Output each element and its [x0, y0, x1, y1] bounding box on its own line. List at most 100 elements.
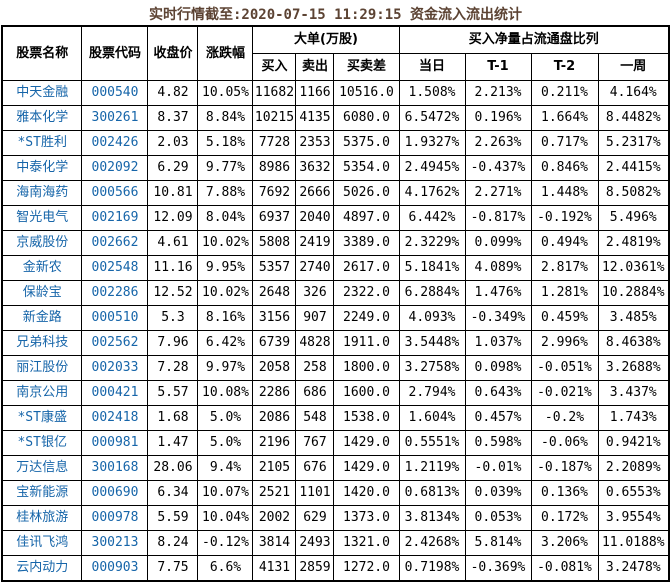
net-ratio-week-cell: 2.4415% — [597, 155, 670, 181]
net-ratio-t2-cell: -0.081% — [530, 555, 599, 582]
buy-volume-cell: 2196 — [252, 430, 297, 456]
stock-code-cell[interactable]: 002286 — [81, 280, 149, 306]
net-ratio-t1-cell: 2.263% — [464, 130, 532, 156]
sell-volume-cell: 2353 — [295, 130, 335, 156]
stock-name-cell[interactable]: 智光电气 — [1, 205, 83, 231]
change-percent-cell: 5.18% — [197, 130, 254, 156]
net-ratio-week-cell: 10.2884% — [597, 280, 670, 306]
stock-name-cell[interactable]: 京威股份 — [1, 230, 83, 256]
buy-sell-diff-cell: 1911.0 — [333, 330, 400, 356]
net-ratio-t2-cell: -0.051% — [530, 355, 599, 381]
stock-code-cell[interactable]: 000510 — [81, 305, 149, 331]
change-percent-cell: 10.08% — [197, 380, 254, 406]
table-row: *ST银亿 000981 1.47 5.0% 2196 767 1429.0 0.5551% 0… — [1, 430, 670, 456]
sell-volume-cell: 676 — [295, 455, 335, 481]
stock-code-cell[interactable]: 000566 — [81, 180, 149, 206]
sell-volume-cell: 686 — [295, 380, 335, 406]
net-ratio-t1-cell: -0.01% — [464, 455, 532, 481]
buy-volume-cell: 2521 — [252, 480, 297, 506]
stock-code-cell[interactable]: 002662 — [81, 230, 149, 256]
col-header-one-week: 一周 — [597, 53, 670, 81]
sell-volume-cell: 326 — [295, 280, 335, 306]
stock-name-cell[interactable]: *ST胜利 — [1, 130, 83, 156]
stock-code-cell[interactable]: 002092 — [81, 155, 149, 181]
net-ratio-t1-cell: 0.098% — [464, 355, 532, 381]
table-row: 中泰化学 002092 6.29 9.77% 8986 3632 5354.0 2.4945%… — [1, 155, 670, 181]
net-ratio-t2-cell: 1.664% — [530, 105, 599, 131]
stock-name-cell[interactable]: *ST银亿 — [1, 430, 83, 456]
buy-volume-cell: 7692 — [252, 180, 297, 206]
net-ratio-week-cell: 0.9421% — [597, 430, 670, 456]
stock-code-cell[interactable]: 000421 — [81, 380, 149, 406]
buy-sell-diff-cell: 2322.0 — [333, 280, 400, 306]
sell-volume-cell: 629 — [295, 505, 335, 531]
stock-name-cell[interactable]: *ST康盛 — [1, 405, 83, 431]
stock-name-cell[interactable]: 兄弟科技 — [1, 330, 83, 356]
stock-name-cell[interactable]: 中泰化学 — [1, 155, 83, 181]
stock-name-cell[interactable]: 雅本化学 — [1, 105, 83, 131]
col-header-sell: 卖出 — [295, 53, 335, 81]
net-ratio-today-cell: 6.2884% — [398, 280, 466, 306]
stock-name-cell[interactable]: 新金路 — [1, 305, 83, 331]
stock-code-cell[interactable]: 000978 — [81, 505, 149, 531]
stock-name-cell[interactable]: 中天金融 — [1, 80, 83, 106]
stock-name-cell[interactable]: 万达信息 — [1, 455, 83, 481]
net-ratio-t1-cell: 4.089% — [464, 255, 532, 281]
stock-name-cell[interactable]: 金新农 — [1, 255, 83, 281]
stock-code-cell[interactable]: 002033 — [81, 355, 149, 381]
stock-code-cell[interactable]: 002548 — [81, 255, 149, 281]
stock-name-cell[interactable]: 云内动力 — [1, 555, 83, 582]
net-ratio-today-cell: 4.1762% — [398, 180, 466, 206]
stock-code-cell[interactable]: 002426 — [81, 130, 149, 156]
stock-name-cell[interactable]: 桂林旅游 — [1, 505, 83, 531]
stock-name-cell[interactable]: 海南海药 — [1, 180, 83, 206]
stock-code-cell[interactable]: 000981 — [81, 430, 149, 456]
net-ratio-today-cell: 0.6813% — [398, 480, 466, 506]
sell-volume-cell: 1101 — [295, 480, 335, 506]
table-row: 南京公用 000421 5.57 10.08% 2286 686 1600.0 2.794% 0… — [1, 380, 670, 406]
net-ratio-week-cell: 4.164% — [597, 80, 670, 106]
stock-code-cell[interactable]: 002418 — [81, 405, 149, 431]
net-ratio-t1-cell: -0.349% — [464, 305, 532, 331]
net-ratio-today-cell: 3.2758% — [398, 355, 466, 381]
net-ratio-t1-cell: 0.643% — [464, 380, 532, 406]
buy-sell-diff-cell: 2617.0 — [333, 255, 400, 281]
stock-code-cell[interactable]: 002562 — [81, 330, 149, 356]
stock-name-cell[interactable]: 佳讯飞鸿 — [1, 530, 83, 556]
buy-volume-cell: 7728 — [252, 130, 297, 156]
col-header-buy-sell-diff: 买卖差 — [333, 53, 400, 81]
stock-code-cell[interactable]: 000903 — [81, 555, 149, 582]
change-percent-cell: 8.04% — [197, 205, 254, 231]
net-ratio-t1-cell: 5.814% — [464, 530, 532, 556]
sell-volume-cell: 767 — [295, 430, 335, 456]
net-ratio-week-cell: 0.6553% — [597, 480, 670, 506]
sell-volume-cell: 907 — [295, 305, 335, 331]
table-row: 宝新能源 000690 6.34 10.07% 2521 1101 1420.0 0.6813… — [1, 480, 670, 506]
stock-name-cell[interactable]: 南京公用 — [1, 380, 83, 406]
stock-code-cell[interactable]: 300168 — [81, 455, 149, 481]
buy-volume-cell: 3814 — [252, 530, 297, 556]
col-group-net-buy-ratio: 买入净量占流通盘比列 — [398, 25, 670, 54]
net-ratio-week-cell: 3.2688% — [597, 355, 670, 381]
net-ratio-t1-cell: -0.817% — [464, 205, 532, 231]
stock-name-cell[interactable]: 保龄宝 — [1, 280, 83, 306]
stock-code-cell[interactable]: 300213 — [81, 530, 149, 556]
buy-sell-diff-cell: 3389.0 — [333, 230, 400, 256]
stock-name-cell[interactable]: 丽江股份 — [1, 355, 83, 381]
stock-code-cell[interactable]: 000690 — [81, 480, 149, 506]
table-row: 京威股份 002662 4.61 10.02% 5808 2419 3389.0 2.3229… — [1, 230, 670, 256]
stock-code-cell[interactable]: 000540 — [81, 80, 149, 106]
sell-volume-cell: 2740 — [295, 255, 335, 281]
stock-name-cell[interactable]: 宝新能源 — [1, 480, 83, 506]
sell-volume-cell: 2419 — [295, 230, 335, 256]
buy-volume-cell: 2002 — [252, 505, 297, 531]
change-percent-cell: 6.6% — [197, 555, 254, 582]
buy-sell-diff-cell: 5026.0 — [333, 180, 400, 206]
col-header-change-percent: 涨跌幅 — [197, 25, 254, 81]
table-row: *ST康盛 002418 1.68 5.0% 2086 548 1538.0 1.604% 0.… — [1, 405, 670, 431]
net-ratio-t1-cell: 0.039% — [464, 480, 532, 506]
stock-code-cell[interactable]: 002169 — [81, 205, 149, 231]
buy-volume-cell: 6739 — [252, 330, 297, 356]
net-ratio-t2-cell: 1.281% — [530, 280, 599, 306]
stock-code-cell[interactable]: 300261 — [81, 105, 149, 131]
